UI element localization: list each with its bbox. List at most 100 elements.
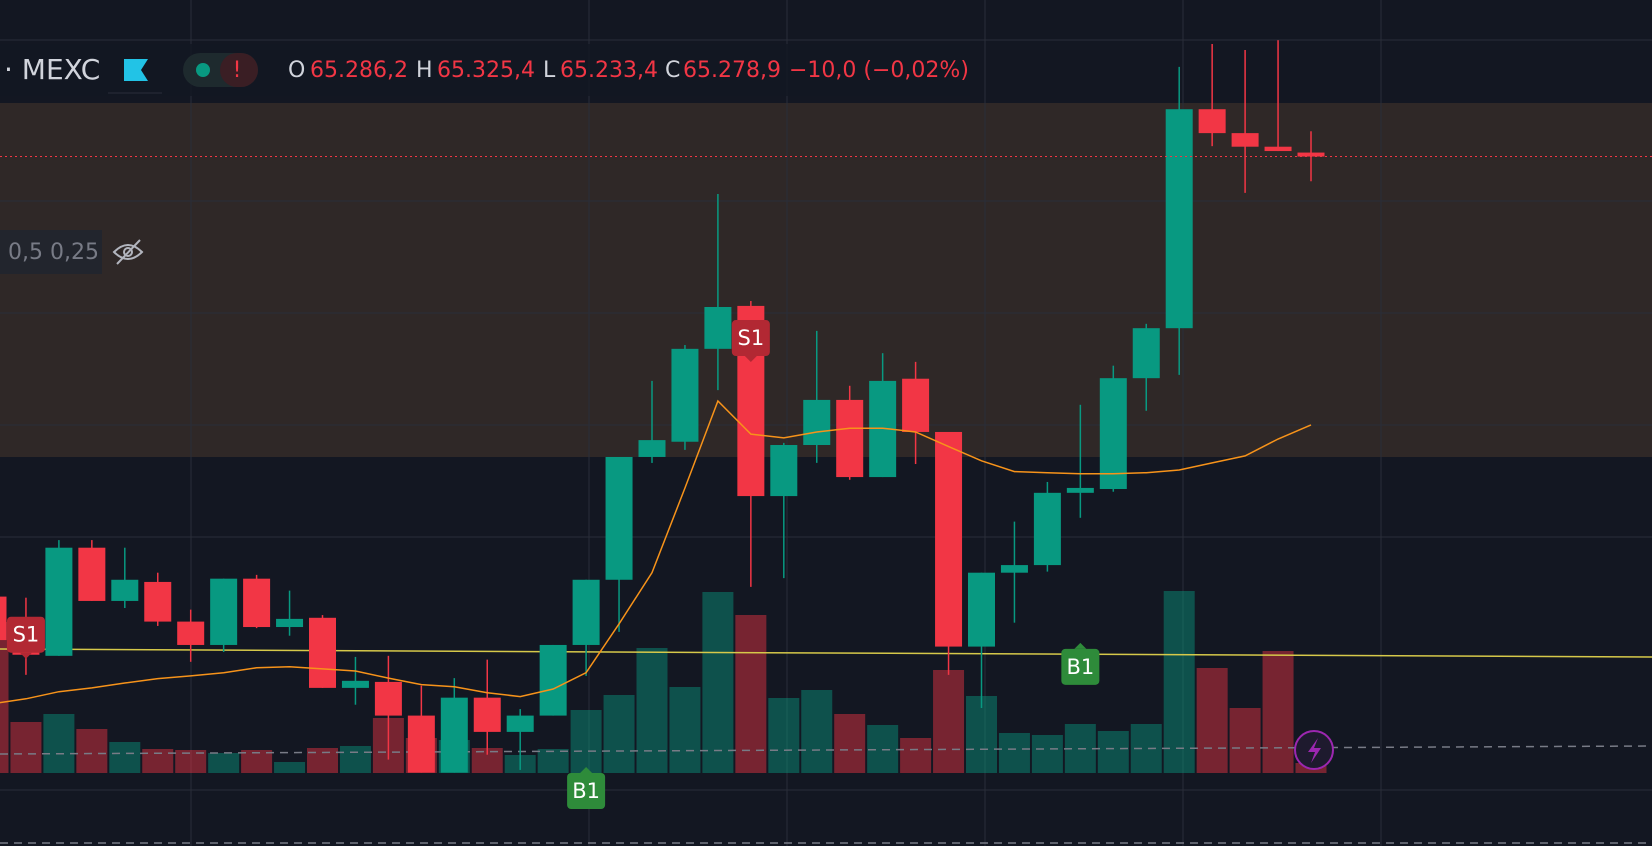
candle-body bbox=[803, 399, 831, 446]
ohlc-value: 65.325,4 bbox=[437, 58, 535, 83]
volume-bar bbox=[669, 687, 701, 773]
volume-bar bbox=[570, 710, 602, 773]
candle-body bbox=[0, 596, 7, 641]
candle-body bbox=[770, 445, 798, 497]
candle-body bbox=[78, 547, 106, 601]
volume-bar bbox=[998, 733, 1030, 773]
ohlc-value: 65.278,9 bbox=[683, 58, 781, 83]
volume-bar bbox=[241, 750, 273, 773]
signal-badge bbox=[1061, 648, 1100, 685]
candle-body bbox=[704, 306, 732, 349]
signal-label: S1 bbox=[737, 326, 764, 350]
volume-bar bbox=[1196, 668, 1228, 773]
ohlc-label: O bbox=[288, 58, 305, 83]
candle-body bbox=[902, 378, 930, 432]
candle-body bbox=[341, 680, 369, 688]
ohlc-value: 65.233,4 bbox=[560, 58, 658, 83]
change: −10,0 (−0,02%) bbox=[789, 58, 969, 83]
candle-body bbox=[539, 644, 567, 716]
volume-bar bbox=[1163, 591, 1195, 773]
signal-badge bbox=[731, 320, 770, 357]
status-warn: ! bbox=[233, 58, 242, 83]
candle-body bbox=[1132, 328, 1160, 379]
volume-bar bbox=[834, 714, 866, 773]
status-warn-bg bbox=[220, 53, 258, 87]
candle-body bbox=[506, 715, 534, 732]
volume-bar bbox=[109, 742, 141, 773]
legend-header: · MEXC ! O 65.286,2 H 65.325,4 L 65.233,… bbox=[0, 44, 970, 96]
candle-body bbox=[1264, 146, 1292, 152]
candle-body bbox=[1033, 492, 1061, 566]
volume-bar bbox=[175, 750, 207, 773]
candle-body bbox=[605, 456, 633, 580]
candle-body bbox=[671, 348, 699, 442]
ohlc-label: L bbox=[543, 58, 556, 83]
flag-icon[interactable] bbox=[124, 59, 148, 81]
candle-body bbox=[177, 621, 205, 645]
header-bg bbox=[0, 44, 970, 96]
ohlc-label: C bbox=[665, 58, 680, 83]
candle-body bbox=[1066, 487, 1094, 493]
volume-bar bbox=[1097, 731, 1129, 773]
volume-bar bbox=[966, 696, 997, 773]
candle-body bbox=[1000, 565, 1028, 573]
volume-bar bbox=[768, 698, 800, 773]
candle-body bbox=[473, 697, 501, 732]
signal-label: B1 bbox=[572, 779, 600, 803]
volume-bar bbox=[274, 762, 306, 773]
candle-body bbox=[968, 572, 995, 647]
candle-body bbox=[45, 547, 73, 656]
volume-bar bbox=[339, 746, 371, 773]
volume-bar bbox=[702, 592, 734, 773]
zone bbox=[0, 103, 1652, 457]
volume-bar bbox=[208, 753, 240, 773]
candle-body bbox=[440, 697, 468, 773]
candle-body bbox=[276, 618, 304, 628]
volume-bar bbox=[735, 615, 767, 773]
levels-bg bbox=[0, 230, 102, 274]
volume-bar bbox=[1031, 735, 1063, 773]
volume-bar bbox=[1229, 708, 1261, 773]
volume-bar bbox=[76, 729, 108, 773]
signal-label: S1 bbox=[13, 623, 40, 647]
candle-body bbox=[309, 617, 336, 688]
candle-body bbox=[144, 581, 172, 622]
volume-bar bbox=[801, 690, 833, 773]
candle-body bbox=[1297, 152, 1325, 157]
drawing-layer bbox=[0, 648, 1652, 844]
signal-pointer bbox=[1074, 642, 1087, 649]
dashed-line bbox=[0, 745, 1652, 755]
alert-button[interactable] bbox=[1294, 730, 1334, 770]
volume-layer bbox=[0, 591, 1327, 773]
candle-body bbox=[1198, 109, 1226, 134]
alert-icon bbox=[1308, 738, 1321, 763]
signal-label: B1 bbox=[1066, 655, 1094, 679]
candle-body bbox=[836, 399, 864, 478]
candle-body bbox=[1231, 133, 1259, 147]
levels-label: 0,5 0,25 bbox=[8, 240, 99, 265]
hide-icon[interactable] bbox=[112, 239, 144, 265]
volume-bar bbox=[1262, 651, 1294, 773]
status-dot bbox=[196, 63, 210, 77]
signal-pointer bbox=[580, 767, 593, 773]
levels-legend: 0,5 0,25 bbox=[0, 230, 144, 274]
volume-bar bbox=[900, 738, 932, 773]
volume-bar bbox=[933, 670, 965, 773]
candle-body bbox=[407, 715, 435, 773]
moving-average bbox=[0, 399, 1312, 704]
candle-body bbox=[1099, 378, 1127, 490]
signal-pointer bbox=[744, 356, 757, 363]
volume-bar bbox=[603, 695, 635, 773]
ohlc-label: H bbox=[416, 58, 433, 83]
overlay-layer: S1 B1 S1 B1 bbox=[0, 156, 1652, 809]
candle-body bbox=[1165, 109, 1193, 329]
volume-bar bbox=[0, 622, 9, 773]
candle-body bbox=[638, 440, 666, 457]
volume-bar bbox=[43, 714, 75, 773]
candle-body bbox=[111, 579, 139, 601]
symbol[interactable]: · MEXC bbox=[4, 53, 100, 86]
volume-bar bbox=[537, 749, 569, 773]
signal-pointer bbox=[19, 652, 32, 659]
